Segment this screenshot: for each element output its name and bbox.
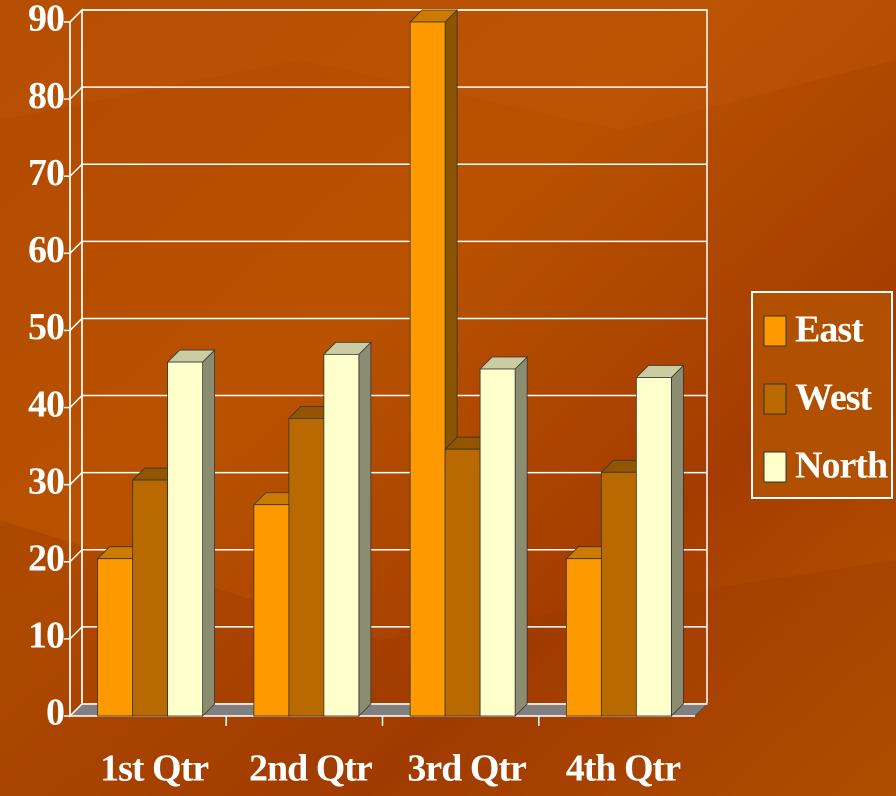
bar — [324, 354, 359, 716]
y-tick-label: 0 — [46, 692, 64, 734]
y-tick-label: 80 — [28, 75, 64, 117]
y-tick-label: 20 — [28, 537, 64, 579]
x-tick-label: 3rd Qtr — [407, 748, 527, 790]
bar — [566, 559, 601, 716]
bar — [133, 480, 168, 716]
legend-swatch — [764, 316, 786, 346]
x-tick-label: 4th Qtr — [566, 748, 682, 790]
bar-side — [671, 365, 683, 716]
bar — [254, 505, 289, 716]
bar-side — [359, 342, 371, 716]
y-tick-label: 50 — [28, 306, 64, 348]
x-tick-label: 2nd Qtr — [249, 748, 373, 790]
bar — [289, 418, 324, 716]
bar — [168, 362, 203, 716]
chart: 0 10 20 30 40 50 60 70 80 90 1st Qtr 2nd Qtr 3rd Qtr… — [0, 0, 896, 796]
bar — [98, 559, 133, 716]
legend-swatch — [764, 384, 786, 414]
y-tick-label: 30 — [28, 460, 64, 502]
y-tick-label: 70 — [28, 152, 64, 194]
legend-label: North — [795, 445, 888, 487]
bar — [480, 369, 515, 716]
y-tick-label: 10 — [28, 615, 64, 657]
y-tick-label: 90 — [28, 0, 64, 40]
legend-label: East — [795, 309, 864, 351]
legend-swatch — [764, 452, 786, 482]
x-tick-label: 1st Qtr — [100, 748, 209, 790]
bar-side — [515, 357, 527, 716]
y-tick-label: 40 — [28, 383, 64, 425]
bar — [410, 22, 445, 716]
bar — [601, 472, 636, 716]
bar — [636, 377, 671, 716]
y-tick-label: 60 — [28, 229, 64, 271]
bar-side — [203, 350, 215, 716]
bar — [445, 449, 480, 716]
legend-label: West — [795, 377, 873, 419]
